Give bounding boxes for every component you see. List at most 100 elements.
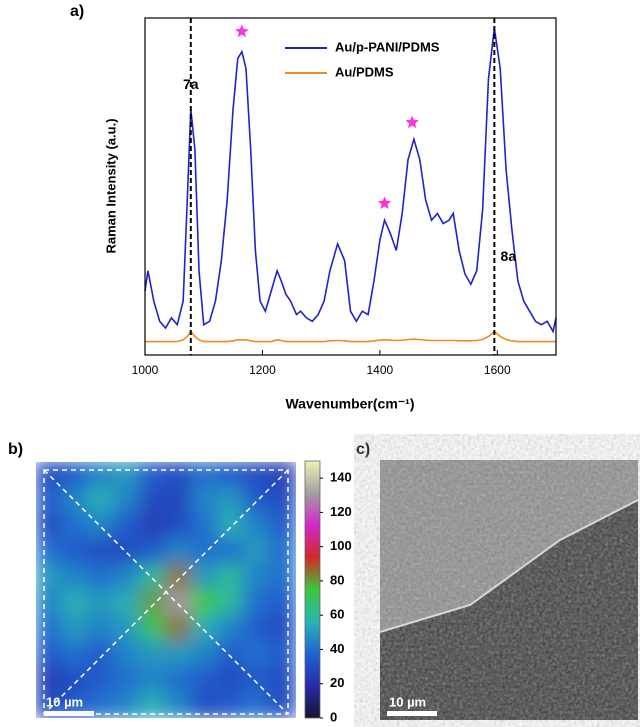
colorbar-tick-label: 0 [330,709,337,724]
heat-cell [217,614,245,643]
heat-cell [269,563,296,591]
heat-cell [269,640,296,668]
heat-cell [165,589,193,617]
heat-cell [191,512,219,540]
heat-cell [217,563,245,591]
heat-cell [243,512,271,540]
heat-cell [36,614,63,643]
annotation-label: 7a [183,76,199,92]
heat-cell [243,614,271,643]
heat-cell [113,665,141,694]
heat-cell [139,512,167,540]
scale-bar [44,711,94,716]
heat-cell [61,665,89,694]
colorbar-tick-label: 140 [330,470,352,485]
heat-cell [139,691,167,718]
heat-cell [139,640,167,668]
heat-cell [243,462,271,489]
heat-cell [243,665,271,694]
heat-cell [269,691,296,718]
heat-cell [269,486,296,515]
heat-cell [139,614,167,643]
heat-cell [61,512,89,540]
x-tick-label: 1600 [484,363,511,377]
heat-cell [243,640,271,668]
heat-cell [243,589,271,617]
star-marker [235,24,249,38]
heat-cell [191,537,219,566]
colorbar-tick-label: 100 [330,538,352,553]
heat-cell [87,640,115,668]
heat-cell [217,665,245,694]
heat-cell [113,512,141,540]
heat-cell [87,486,115,515]
heat-cell [87,665,115,694]
panel-label: b) [8,441,23,458]
heat-cell [191,665,219,694]
heatmap [36,462,296,718]
heat-cell [139,537,167,566]
dashed-square [43,469,289,715]
heat-cell [36,640,63,668]
heat-cell [191,462,219,489]
heat-cell [191,563,219,591]
heat-cell [139,486,167,515]
heat-cell [165,537,193,566]
heat-cell [217,640,245,668]
heat-cell [217,691,245,718]
x-tick-label: 1400 [367,363,394,377]
series-line [144,27,557,334]
heat-cell [269,537,296,566]
y-axis-label: Raman Intensity (a.u.) [103,118,118,253]
colorbar-tick-label: 20 [330,675,344,690]
legend-label: Au/p-PANI/PDMS [335,39,440,54]
heat-cell [87,462,115,489]
x-tick-label: 1000 [132,363,159,377]
overlay [43,469,289,715]
panel-label: c) [356,441,370,458]
heat-cell [113,486,141,515]
scale-label: 10 µm [46,694,83,709]
heat-cell [113,462,141,489]
heat-cell [165,563,193,591]
heat-cell [165,462,193,489]
heat-cell [36,537,63,566]
panel-label: a) [70,3,84,20]
heat-cell [165,486,193,515]
heat-cell [113,563,141,591]
x-axis-label: Wavenumber(cm⁻¹) [285,396,414,412]
x-tick-label: 1200 [249,363,276,377]
heat-cell [36,486,63,515]
heat-cell [139,462,167,489]
heat-cell [113,691,141,718]
heat-cell [61,640,89,668]
series-line [145,330,556,343]
heat-cell [87,563,115,591]
heat-cell [217,537,245,566]
heat-cell [61,462,89,489]
annotation-label: 8a [501,248,517,264]
heat-cell [61,614,89,643]
star-marker [377,196,392,210]
heat-cell [217,589,245,617]
heat-cell [269,614,296,643]
heat-cell [87,537,115,566]
sem-texture [380,460,638,720]
heat-cell [217,486,245,515]
heat-cell [36,563,63,591]
heat-cell [269,589,296,617]
heat-cell [61,563,89,591]
sem-edge [379,499,639,633]
heat-cell [191,589,219,617]
heat-cell [269,512,296,540]
heat-cell [165,691,193,718]
heat-cell [87,614,115,643]
heat-cell [243,537,271,566]
heat-cell [36,589,63,617]
colorbar-tick-label: 120 [330,504,352,519]
heat-cell [191,486,219,515]
heat-cell [113,640,141,668]
heat-cell [87,589,115,617]
heat-cell [165,665,193,694]
